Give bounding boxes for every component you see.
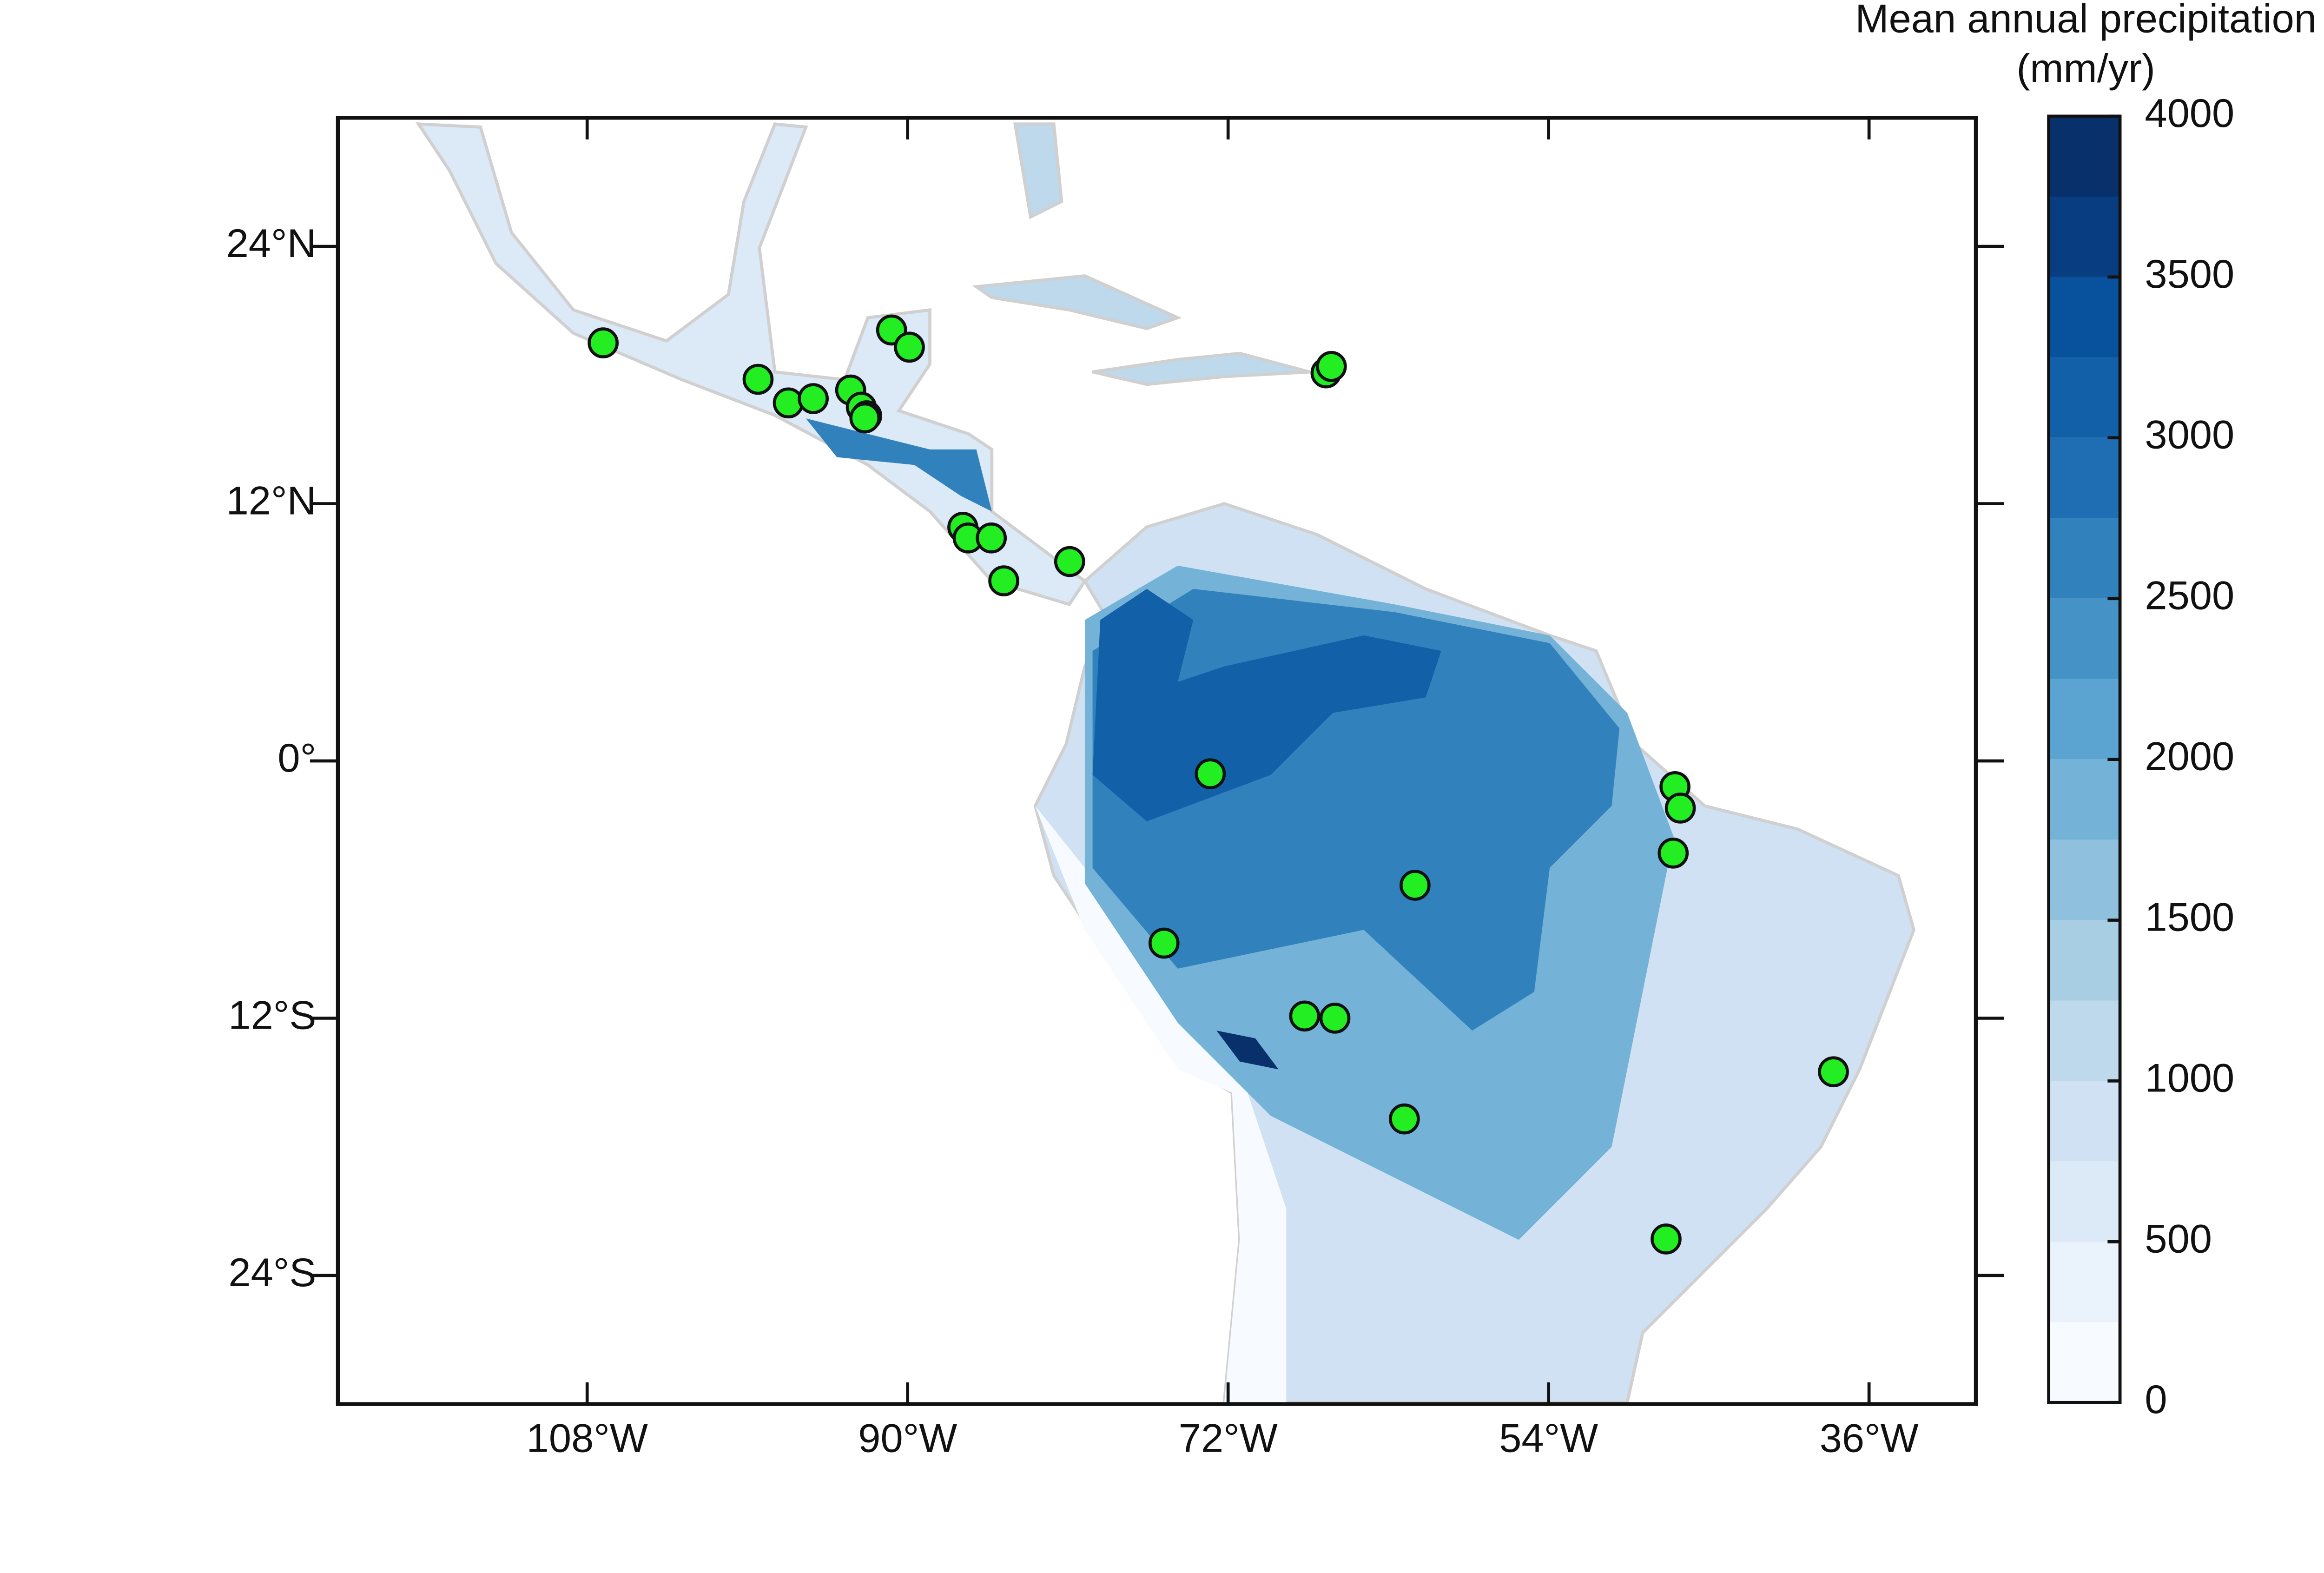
colorbar-band [2048, 518, 2120, 599]
colorbar-tick-label: 2500 [2145, 574, 2234, 618]
x-tick-label: 36°W [1820, 1416, 1919, 1461]
site-marker [772, 387, 804, 419]
colorbar-tick-label: 500 [2145, 1216, 2212, 1261]
site-marker [1195, 758, 1226, 790]
colorbar-band [2048, 1161, 2120, 1242]
y-tick-label: 12°S [228, 993, 316, 1038]
colorbar-band [2048, 679, 2120, 760]
x-tick-label: 72°W [1179, 1416, 1278, 1461]
colorbar-band [2048, 1242, 2120, 1322]
y-tick-label: 12°N [226, 478, 317, 523]
site-marker [1389, 1103, 1420, 1135]
site-marker [849, 402, 881, 434]
colorbar-tick-label: 0 [2145, 1377, 2167, 1422]
colorbar-tick-label: 1500 [2145, 895, 2234, 939]
site-marker [742, 364, 774, 395]
andes-wet-spot [1216, 1031, 1279, 1070]
amazon-core [1092, 588, 1441, 822]
colorbar-band [2048, 1081, 2120, 1162]
south-america-dry-west [1035, 806, 1287, 1403]
site-marker [1289, 1000, 1320, 1032]
caribbean-islands [972, 122, 1310, 386]
colorbar-band [2048, 839, 2120, 920]
site-marker [894, 331, 925, 363]
colorbar-tick-label: 4000 [2145, 91, 2234, 136]
colorbar-band [2048, 197, 2120, 277]
colorbar-title: (mm/yr) [2017, 46, 2155, 91]
y-tick-label: 24°N [226, 221, 317, 266]
colorbar-band [2048, 277, 2120, 357]
site-marker [1148, 927, 1180, 959]
colorbar-title: Mean annual precipitation [1855, 0, 2317, 41]
colorbar-band [2048, 759, 2120, 840]
central-america-wet [805, 418, 992, 512]
central-america-land [415, 122, 1087, 607]
colorbar-tick-label: 3500 [2145, 252, 2234, 297]
site-marker [588, 327, 619, 358]
site-marker [1054, 546, 1085, 577]
colorbar-band [2048, 598, 2120, 679]
site-marker [976, 522, 1007, 554]
colorbar-band [2048, 920, 2120, 1001]
site-marker [798, 383, 829, 414]
x-tick-label: 108°W [527, 1416, 648, 1461]
colorbar-tick-label: 3000 [2145, 413, 2234, 457]
land [415, 122, 1916, 1404]
site-marker [1818, 1056, 1849, 1088]
y-tick-label: 24°S [228, 1250, 316, 1295]
site-marker [1657, 837, 1689, 869]
colorbar-tick-label: 2000 [2145, 734, 2234, 779]
colorbar-band [2048, 357, 2120, 438]
x-tick-label: 90°W [858, 1416, 957, 1461]
site-marker [1316, 351, 1347, 382]
colorbar-tick-label: 1000 [2145, 1056, 2234, 1100]
site-marker [1651, 1223, 1682, 1255]
site-marker [1400, 870, 1431, 901]
colorbar-band [2048, 116, 2120, 197]
y-tick-label: 0° [277, 736, 316, 780]
site-marker [1664, 793, 1696, 824]
colorbar-band [2048, 1000, 2120, 1081]
site-marker [988, 565, 1019, 596]
colorbar-band [2048, 437, 2120, 518]
x-tick-label: 54°W [1499, 1416, 1598, 1461]
site-marker [1319, 1003, 1351, 1034]
colorbar-band [2048, 1322, 2120, 1403]
